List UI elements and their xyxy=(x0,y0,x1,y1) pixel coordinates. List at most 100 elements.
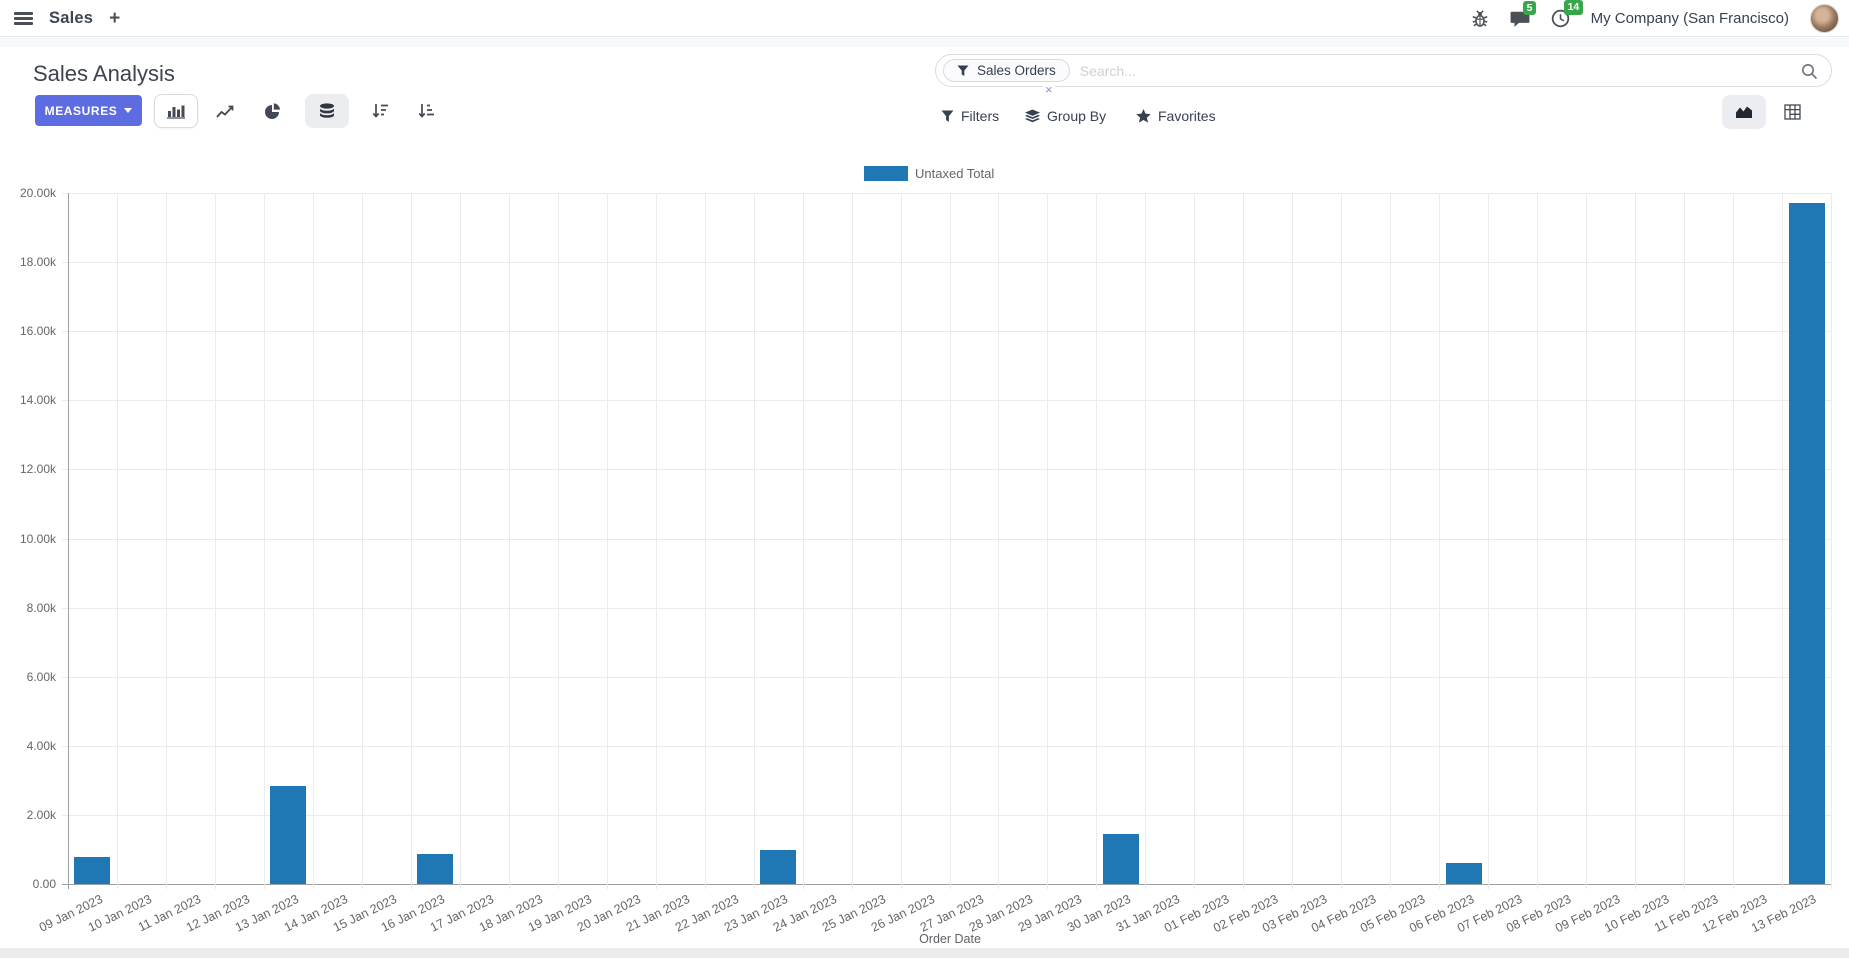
search-input[interactable] xyxy=(1079,62,1791,79)
x-axis-label: 21 Jan 2023 xyxy=(624,892,693,935)
measures-button[interactable]: MEASURES xyxy=(35,95,142,126)
group-by-label: Group By xyxy=(1047,108,1107,124)
bar-untaxed-total[interactable] xyxy=(760,849,797,884)
gridline-x xyxy=(116,193,118,889)
bar-chart-button[interactable] xyxy=(154,94,198,128)
gridline-x xyxy=(606,193,608,889)
search-facet-sales-orders[interactable]: Sales Orders xyxy=(943,59,1070,82)
hamburger-icon[interactable] xyxy=(14,12,33,25)
user-avatar[interactable] xyxy=(1810,4,1839,33)
gridline-x xyxy=(312,193,314,889)
line-chart-button[interactable] xyxy=(205,94,245,128)
y-axis-label: 2.00k xyxy=(26,807,56,822)
x-axis-label: 16 Jan 2023 xyxy=(379,892,448,935)
search-icon[interactable] xyxy=(1801,63,1818,80)
bar-untaxed-total[interactable] xyxy=(1445,863,1482,884)
x-axis-label: 13 Jan 2023 xyxy=(232,892,301,935)
legend-swatch xyxy=(864,166,908,181)
gridline-y xyxy=(62,745,1831,747)
gridline-y xyxy=(62,814,1831,816)
y-axis-label: 0.00 xyxy=(32,877,56,891)
gridline-x xyxy=(361,193,363,889)
gridline-x xyxy=(753,193,755,889)
company-menu[interactable]: My Company (San Francisco) xyxy=(1590,10,1789,27)
legend-item-untaxed-total[interactable]: Untaxed Total xyxy=(864,166,994,181)
gridline-y xyxy=(62,262,1831,264)
gridline-x xyxy=(1390,193,1392,889)
filters-menu[interactable]: Filters xyxy=(941,104,999,128)
gridline-x xyxy=(1782,193,1784,889)
sort-asc-button[interactable] xyxy=(406,94,446,128)
legend-label: Untaxed Total xyxy=(915,166,995,181)
x-axis-label: 13 Feb 2023 xyxy=(1749,892,1819,936)
y-axis-label: 18.00k xyxy=(19,255,56,270)
gridline-x xyxy=(508,193,510,889)
filter-funnel-icon xyxy=(957,65,969,76)
bar-untaxed-total[interactable] xyxy=(270,785,307,884)
gridline-x xyxy=(263,193,265,889)
gridline-x xyxy=(214,193,216,889)
activities-clock-icon[interactable]: 14 xyxy=(1551,0,1584,28)
y-axis-label: 14.00k xyxy=(19,393,56,408)
area-view-icon xyxy=(1736,106,1752,118)
activities-badge: 14 xyxy=(1563,0,1584,15)
x-axis-label: 10 Jan 2023 xyxy=(85,892,154,935)
gridline-x xyxy=(1047,193,1049,889)
gridline-y xyxy=(62,331,1831,333)
x-axis-label: 01 Feb 2023 xyxy=(1161,892,1231,936)
gridline-x xyxy=(851,193,853,889)
x-axis-label: 07 Feb 2023 xyxy=(1455,892,1525,936)
bar-untaxed-total[interactable] xyxy=(1102,833,1139,884)
bar-untaxed-total[interactable] xyxy=(1788,203,1825,884)
x-axis-title: Order Date xyxy=(919,932,981,946)
gridline-x xyxy=(1243,193,1245,889)
gridline-x xyxy=(655,193,657,889)
gridline-x xyxy=(1488,193,1490,889)
gridline-x xyxy=(1194,193,1196,889)
x-axis-label: 08 Feb 2023 xyxy=(1504,892,1574,936)
x-axis-label: 28 Jan 2023 xyxy=(967,892,1036,935)
remove-facet-button[interactable]: × xyxy=(1043,82,1055,97)
pie-chart-button[interactable] xyxy=(252,94,292,128)
sort-desc-button[interactable] xyxy=(360,94,400,128)
gridline-y xyxy=(62,400,1831,402)
x-axis-label: 22 Jan 2023 xyxy=(673,892,742,935)
gridline-x xyxy=(949,193,951,889)
bar-untaxed-total[interactable] xyxy=(417,853,454,884)
gridline-y xyxy=(62,193,1831,194)
graph-view-button[interactable] xyxy=(1722,95,1766,129)
gridline-x xyxy=(1096,193,1098,889)
gridline-y xyxy=(62,884,1831,885)
filters-label: Filters xyxy=(961,108,1000,124)
gridline-x xyxy=(998,193,1000,889)
sort-asc-icon xyxy=(418,104,434,118)
favorites-menu[interactable]: Favorites xyxy=(1136,104,1216,128)
pivot-view-icon xyxy=(1783,104,1801,120)
x-axis-label: 29 Jan 2023 xyxy=(1016,892,1085,935)
plus-icon[interactable]: + xyxy=(109,8,121,29)
bar-untaxed-total[interactable] xyxy=(74,857,111,884)
search-bar[interactable]: Sales Orders xyxy=(935,54,1832,87)
gridline-x xyxy=(1831,193,1832,889)
pie-chart-icon xyxy=(264,102,280,119)
pivot-view-button[interactable] xyxy=(1772,95,1812,129)
bottom-strip xyxy=(0,948,1849,958)
top-navbar: Sales + 5 14 xyxy=(0,0,1849,37)
x-axis-label: 25 Jan 2023 xyxy=(820,892,889,935)
stacked-button[interactable] xyxy=(305,94,349,128)
gridline-x xyxy=(557,193,559,889)
app-menu-sales[interactable]: Sales xyxy=(49,9,94,27)
x-axis-label: 02 Feb 2023 xyxy=(1210,892,1280,936)
messages-icon[interactable]: 5 xyxy=(1510,0,1537,28)
x-axis-label: 09 Feb 2023 xyxy=(1553,892,1623,936)
x-axis-label: 17 Jan 2023 xyxy=(428,892,497,935)
messages-badge: 5 xyxy=(1522,0,1537,16)
chevron-down-icon xyxy=(124,108,133,113)
layers-icon xyxy=(1025,109,1040,123)
group-by-menu[interactable]: Group By xyxy=(1025,104,1106,128)
page-title: Sales Analysis xyxy=(33,61,175,86)
x-axis-label: 24 Jan 2023 xyxy=(771,892,840,935)
x-axis-label: 09 Jan 2023 xyxy=(36,892,105,935)
debug-bug-icon[interactable] xyxy=(1471,9,1489,28)
